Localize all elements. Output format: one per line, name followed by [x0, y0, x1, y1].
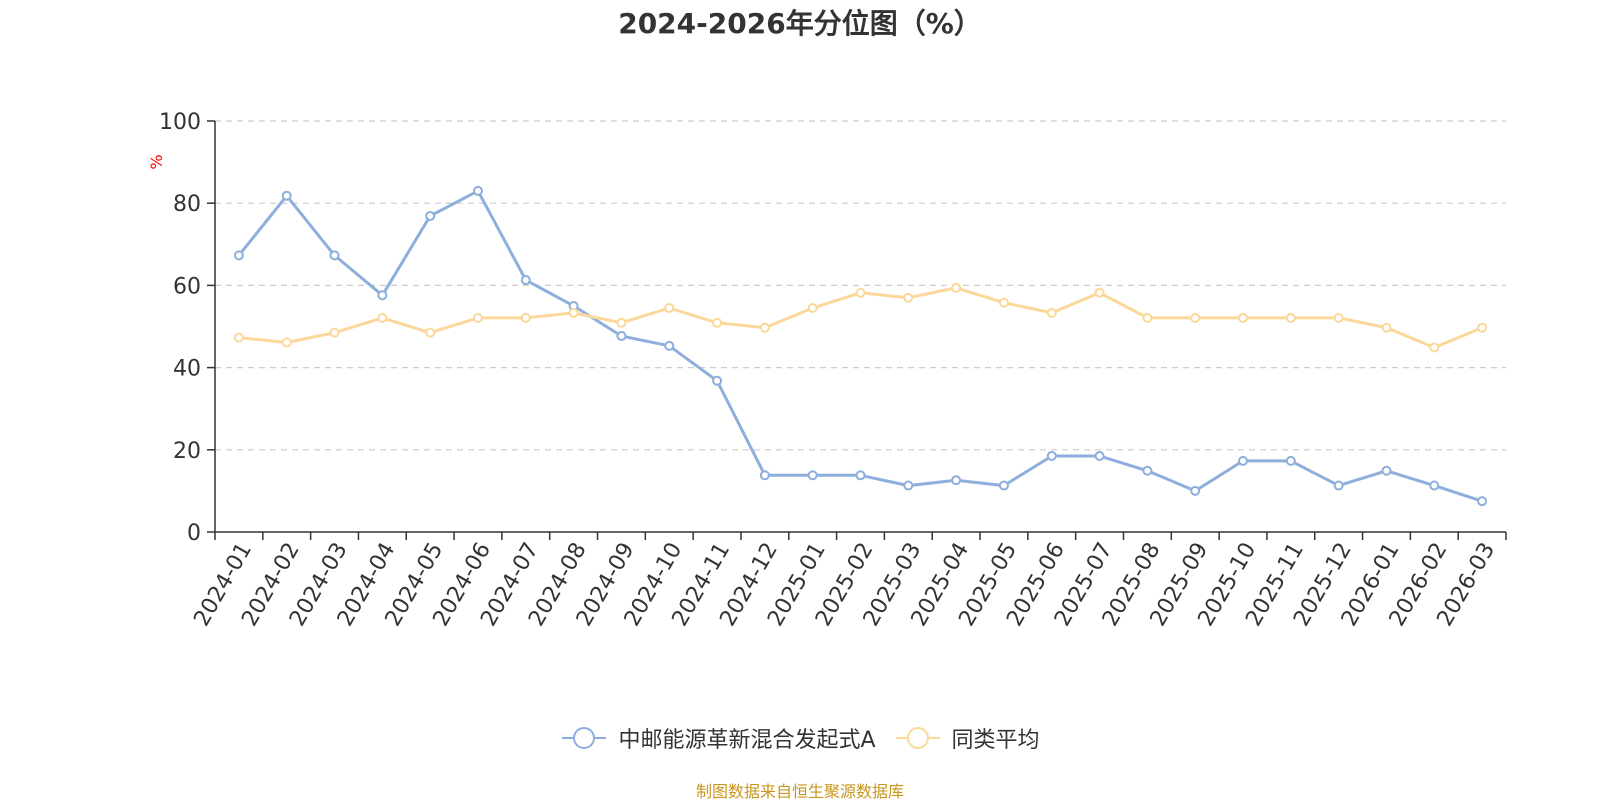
series-1-point-2025-04[interactable]	[951, 282, 962, 293]
series-0-point-2025-10[interactable]	[1238, 455, 1249, 466]
series-0-point-2025-07[interactable]	[1094, 450, 1105, 461]
series-1-point-2024-09[interactable]	[616, 317, 627, 328]
series-1-point-2026-03[interactable]	[1477, 322, 1488, 333]
legend-label-average: 同类平均	[951, 728, 1040, 753]
series-0-point-2025-02[interactable]	[855, 470, 866, 481]
series-1-point-2026-01[interactable]	[1381, 322, 1392, 333]
legend-item-fund[interactable]: 中邮能源革新混合发起式A	[560, 722, 876, 754]
series-0-point-2025-12[interactable]	[1333, 480, 1344, 491]
y-axis-label: %	[147, 154, 166, 169]
series-0-point-2026-01[interactable]	[1381, 465, 1392, 476]
series-1-point-2025-02[interactable]	[855, 287, 866, 298]
series-1-point-2025-05[interactable]	[998, 297, 1009, 308]
series-1-point-2025-01[interactable]	[807, 303, 818, 314]
legend-label-fund: 中邮能源革新混合发起式A	[618, 728, 876, 753]
series-0-point-2025-04[interactable]	[951, 475, 962, 486]
series-0-point-2024-11[interactable]	[712, 375, 723, 386]
series-1-point-2024-12[interactable]	[759, 322, 770, 333]
series-0-point-2025-09[interactable]	[1190, 485, 1201, 496]
y-tick-label-80: 80	[173, 192, 201, 217]
series-0-point-2025-05[interactable]	[998, 480, 1009, 491]
series-1-point-2025-09[interactable]	[1190, 312, 1201, 323]
legend-item-average[interactable]: 同类平均	[894, 722, 1040, 754]
series-1-point-2025-08[interactable]	[1142, 312, 1153, 323]
series-0-point-2024-07[interactable]	[520, 275, 531, 286]
series-1-point-2024-06[interactable]	[472, 312, 483, 323]
y-tick-label-0: 0	[187, 521, 201, 546]
series-1-point-2024-08[interactable]	[568, 307, 579, 318]
series-1-point-2025-11[interactable]	[1285, 312, 1296, 323]
series-1-point-2024-07[interactable]	[520, 312, 531, 323]
series-0-point-2026-03[interactable]	[1477, 496, 1488, 507]
series-1-point-2026-02[interactable]	[1429, 342, 1440, 353]
series-0-point-2025-03[interactable]	[903, 480, 914, 491]
legend-marker-average-icon	[895, 727, 940, 749]
series-0-point-2024-12[interactable]	[759, 470, 770, 481]
series-1-point-2024-10[interactable]	[664, 303, 675, 314]
series-0-point-2024-06[interactable]	[472, 185, 483, 196]
series-1-point-2024-02[interactable]	[281, 337, 292, 348]
series-1-point-2024-04[interactable]	[377, 312, 388, 323]
legend: 中邮能源革新混合发起式A 同类平均	[0, 722, 1600, 754]
series-1-point-2025-10[interactable]	[1238, 312, 1249, 323]
series-0-point-2024-09[interactable]	[616, 330, 627, 341]
series-1-point-2025-03[interactable]	[903, 292, 914, 303]
y-tick-label-60: 60	[173, 274, 201, 299]
plot-area: 020406080100%2024-012024-022024-032024-0…	[147, 110, 1507, 631]
series-1-point-2025-12[interactable]	[1333, 312, 1344, 323]
series-1-point-2024-05[interactable]	[425, 327, 436, 338]
source-note: 制图数据来自恒生聚源数据库	[695, 782, 904, 801]
series-0-point-2025-06[interactable]	[1046, 450, 1057, 461]
series-0-point-2025-08[interactable]	[1142, 465, 1153, 476]
series-1-point-2024-01[interactable]	[233, 332, 244, 343]
y-tick-label-20: 20	[173, 439, 201, 464]
series-1-point-2024-03[interactable]	[329, 327, 340, 338]
series-0-point-2025-01[interactable]	[807, 470, 818, 481]
series-0-point-2024-05[interactable]	[425, 210, 436, 221]
series-0-point-2024-02[interactable]	[281, 190, 292, 201]
series-0-point-2024-01[interactable]	[233, 250, 244, 261]
series-1-point-2025-06[interactable]	[1046, 307, 1057, 318]
series-0-point-2024-10[interactable]	[664, 340, 675, 351]
series-1-point-2024-11[interactable]	[712, 317, 723, 328]
chart-title: 2024-2026年分位图（%）	[618, 7, 982, 40]
series-0-point-2024-03[interactable]	[329, 250, 340, 261]
series-0-point-2026-02[interactable]	[1429, 480, 1440, 491]
series-0-point-2025-11[interactable]	[1285, 455, 1296, 466]
y-tick-label-40: 40	[173, 357, 201, 382]
legend-marker-fund-icon	[562, 727, 607, 749]
series-0-point-2024-04[interactable]	[377, 290, 388, 301]
series-line-0	[237, 189, 1483, 503]
y-tick-label-100: 100	[159, 110, 201, 135]
series-1-point-2025-07[interactable]	[1094, 287, 1105, 298]
